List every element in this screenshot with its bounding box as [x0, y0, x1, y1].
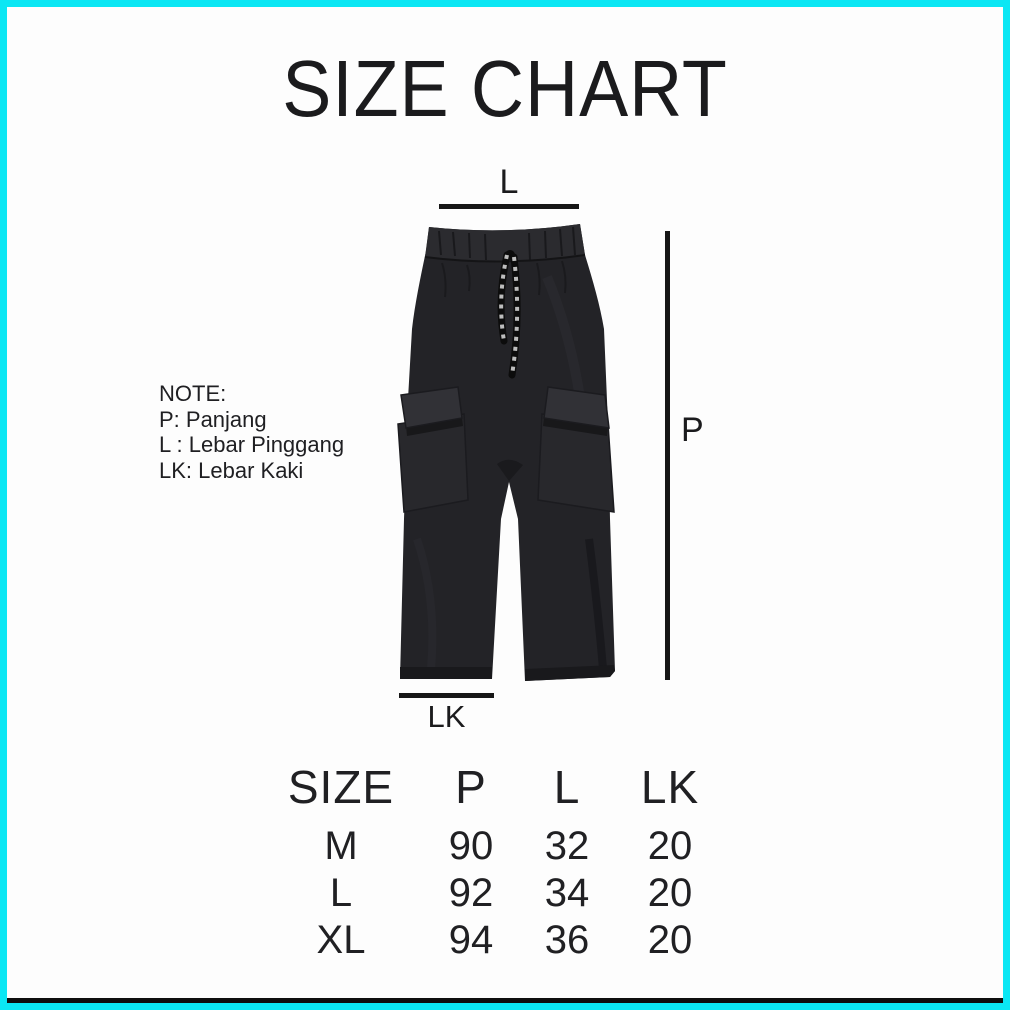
size-table-header-row: SIZE P L LK	[261, 751, 727, 823]
table-header-cell: P	[455, 761, 487, 813]
note-line: P: Panjang	[159, 406, 267, 432]
table-header-cell: SIZE	[287, 761, 395, 813]
table-cell-size: M	[324, 824, 358, 868]
table-cell-p: 90	[448, 824, 494, 868]
table-header-cell: L	[553, 761, 581, 813]
table-row: L 92 34 20	[261, 870, 727, 917]
waist-measure-line	[439, 204, 579, 209]
note-line: LK: Lebar Kaki	[159, 457, 304, 483]
note-block: NOTE: P: Panjang L : Lebar Pinggang LK: …	[159, 381, 344, 483]
table-cell-size: L	[329, 871, 353, 915]
drawstring-cord	[497, 251, 521, 379]
note-line: L : Lebar Pinggang	[159, 432, 345, 457]
table-cell-lk: 20	[647, 918, 693, 962]
table-header-cell: LK	[640, 761, 700, 813]
table-cell-p: 94	[448, 918, 494, 962]
table-cell-lk: 20	[647, 871, 693, 915]
leg-width-measure-line	[399, 693, 494, 698]
photo-bottom-edge-line	[7, 998, 1003, 1003]
table-cell-l: 34	[544, 871, 590, 915]
table-cell-p: 92	[448, 871, 494, 915]
length-measure-line	[665, 231, 670, 680]
table-row: M 90 32 20	[261, 823, 727, 870]
waist-measure-label: L	[499, 163, 519, 201]
table-cell-lk: 20	[647, 824, 693, 868]
table-row: XL 94 36 20	[261, 917, 727, 964]
page-title: SIZE CHART	[282, 44, 728, 133]
table-cell-l: 36	[544, 918, 590, 962]
note-heading: NOTE:	[159, 381, 227, 406]
table-cell-l: 32	[544, 824, 590, 868]
cargo-pants-illustration	[397, 224, 615, 681]
leg-width-measure-label: LK	[427, 699, 466, 734]
table-cell-size: XL	[316, 918, 366, 962]
length-measure-label: P	[681, 411, 704, 449]
size-table: SIZE P L LK M 90 32 20 L 92 34 20 XL 94 …	[261, 751, 727, 964]
